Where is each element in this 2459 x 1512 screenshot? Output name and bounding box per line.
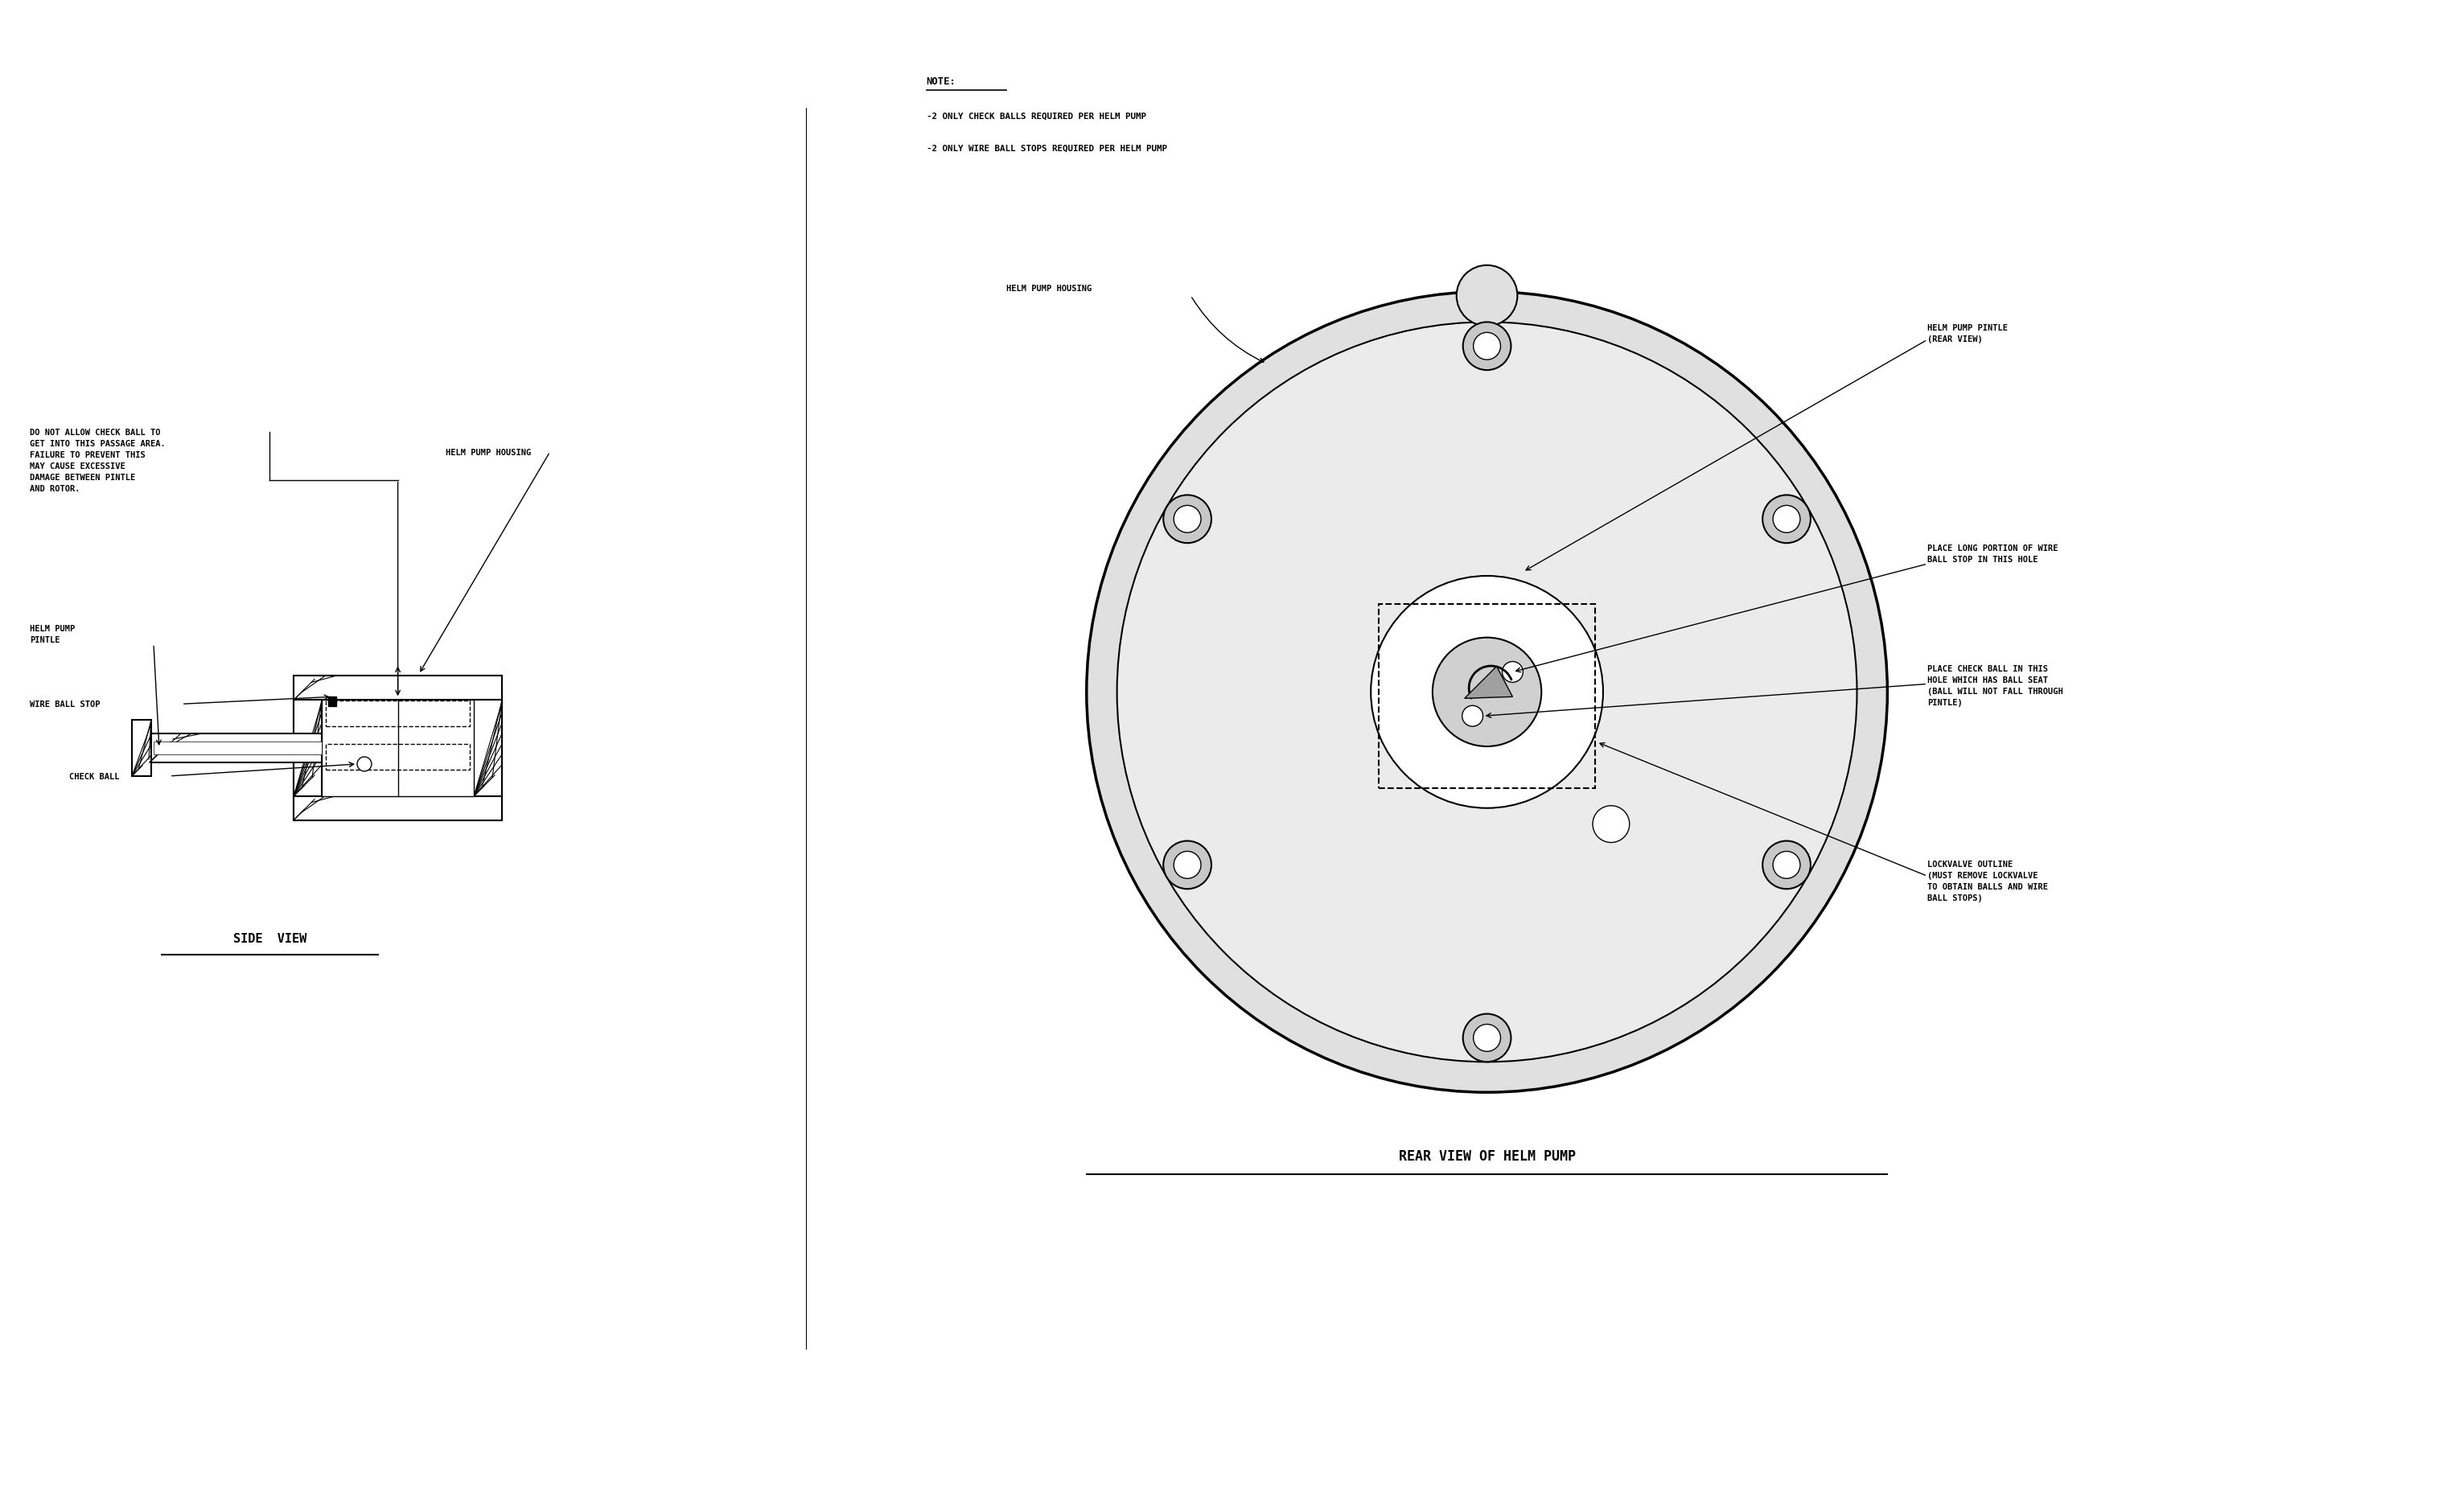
Circle shape [1763,496,1810,543]
Circle shape [1463,1015,1510,1061]
Bar [327,697,337,706]
Text: LOCKVALVE OUTLINE
(MUST REMOVE LOCKVALVE
TO OBTAIN BALLS AND WIRE
BALL STOPS): LOCKVALVE OUTLINE (MUST REMOVE LOCKVALVE… [1928,860,2048,903]
Text: PLACE LONG PORTION OF WIRE
BALL STOP IN THIS HOLE: PLACE LONG PORTION OF WIRE BALL STOP IN … [1928,544,2058,564]
Circle shape [1773,851,1800,878]
Text: HELM PUMP
PINTLE: HELM PUMP PINTLE [30,624,74,644]
Bar [325,744,470,770]
Polygon shape [1466,667,1512,699]
Text: NOTE:: NOTE: [927,76,957,86]
Circle shape [1593,806,1630,842]
Bar [150,733,322,762]
Bar [293,676,502,700]
Text: -2 ONLY CHECK BALLS REQUIRED PER HELM PUMP: -2 ONLY CHECK BALLS REQUIRED PER HELM PU… [927,112,1146,121]
Text: SIDE  VIEW: SIDE VIEW [234,933,307,945]
Text: HELM PUMP HOUSING: HELM PUMP HOUSING [445,448,531,457]
Circle shape [1163,496,1212,543]
Circle shape [1473,333,1500,360]
Text: REAR VIEW OF HELM PUMP: REAR VIEW OF HELM PUMP [1399,1149,1576,1163]
Circle shape [1173,507,1200,534]
Bar [1379,605,1596,788]
Bar [293,676,502,821]
Text: HELM PUMP PINTLE
(REAR VIEW): HELM PUMP PINTLE (REAR VIEW) [1928,324,2009,343]
Circle shape [1456,266,1517,327]
Circle shape [1773,507,1800,534]
Circle shape [1463,322,1510,370]
Text: CHECK BALL: CHECK BALL [69,773,120,780]
Circle shape [1370,576,1603,809]
Bar [133,720,150,776]
Text: PLACE CHECK BALL IN THIS
HOLE WHICH HAS BALL SEAT
(BALL WILL NOT FALL THROUGH
PI: PLACE CHECK BALL IN THIS HOLE WHICH HAS … [1928,664,2063,706]
Bar [293,797,502,821]
Circle shape [1087,292,1889,1093]
Circle shape [1763,841,1810,889]
Circle shape [1116,322,1857,1061]
Circle shape [357,758,371,771]
Bar [475,700,502,797]
Circle shape [1173,851,1200,878]
Text: DO NOT ALLOW CHECK BALL TO
GET INTO THIS PASSAGE AREA.
FAILURE TO PREVENT THIS
M: DO NOT ALLOW CHECK BALL TO GET INTO THIS… [30,428,165,493]
Bar [152,742,322,754]
Text: -2 ONLY WIRE BALL STOPS REQUIRED PER HELM PUMP: -2 ONLY WIRE BALL STOPS REQUIRED PER HEL… [927,144,1168,153]
Text: HELM PUMP HOUSING: HELM PUMP HOUSING [1006,284,1092,292]
Bar [322,700,475,797]
Circle shape [1473,1025,1500,1052]
Text: WIRE BALL STOP: WIRE BALL STOP [30,700,101,709]
Circle shape [1463,706,1483,727]
Circle shape [1502,662,1522,683]
Circle shape [1163,841,1212,889]
Circle shape [1434,638,1542,747]
Bar [325,702,470,727]
Bar [293,700,322,797]
